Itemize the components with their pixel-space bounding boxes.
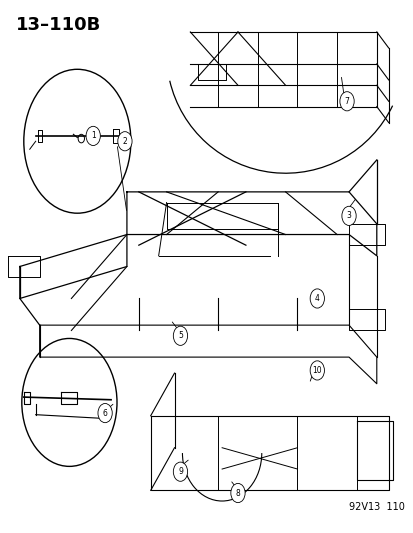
Text: 7: 7 [344,97,349,106]
Text: 92V13  110: 92V13 110 [348,502,404,512]
Text: 9: 9 [178,467,183,476]
Circle shape [230,483,244,503]
Circle shape [86,126,100,146]
Circle shape [173,326,187,345]
Circle shape [98,403,112,423]
Circle shape [173,462,187,481]
Text: 8: 8 [235,489,240,497]
Text: 1: 1 [90,132,95,140]
Text: 5: 5 [178,332,183,340]
Text: 13–110B: 13–110B [16,16,101,34]
Circle shape [309,361,324,380]
Circle shape [309,289,324,308]
Text: 2: 2 [122,137,127,146]
Text: 10: 10 [312,366,321,375]
Text: 6: 6 [102,409,107,417]
Circle shape [118,132,132,151]
Text: 3: 3 [346,212,351,220]
Circle shape [341,206,355,225]
Circle shape [339,92,354,111]
Text: 4: 4 [314,294,319,303]
